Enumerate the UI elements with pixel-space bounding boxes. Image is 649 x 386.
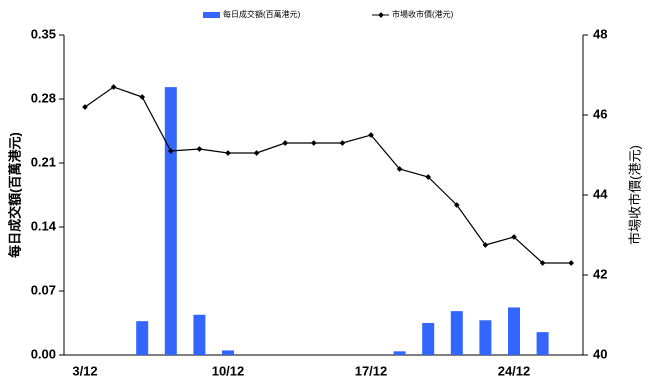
x-tick-label: 17/12 (355, 363, 388, 378)
point (482, 242, 489, 248)
price-line (84, 86, 572, 264)
x-tick-label: 24/12 (498, 363, 531, 378)
y-tick-label: 0.07 (31, 282, 56, 297)
point (225, 150, 231, 156)
y2-tick-label: 40 (593, 346, 607, 361)
bar (450, 311, 463, 355)
y-tick-label: 0.35 (31, 26, 56, 41)
x-tick-label: 3/12 (72, 363, 97, 378)
y2-tick-label: 44 (593, 186, 608, 201)
bar (222, 350, 234, 355)
point (82, 104, 88, 110)
bar (508, 307, 520, 355)
point (110, 84, 117, 90)
point (139, 94, 146, 100)
y-tick-label: 0.28 (31, 90, 56, 105)
point (425, 174, 432, 180)
y2-tick-label: 42 (593, 266, 607, 281)
legend-label: 每日成交額(百萬港元) (223, 9, 301, 19)
point (511, 234, 517, 240)
y-axis-title: 每日成交額(百萬港元) (7, 132, 22, 258)
legend-swatch (378, 12, 384, 18)
y-tick-label: 0.14 (31, 218, 57, 233)
point (339, 140, 346, 146)
y-tick-label: 0.00 (31, 346, 56, 361)
bar (193, 314, 206, 355)
point (396, 166, 403, 172)
bar (422, 323, 435, 355)
y2-tick-label: 46 (593, 106, 607, 121)
y2-axis-title: 市場收市價(港元) (627, 145, 642, 245)
legend-swatch (203, 12, 220, 18)
y2-tick-label: 48 (593, 26, 607, 41)
bar (136, 321, 149, 355)
point (196, 146, 203, 152)
point (368, 132, 374, 138)
point (568, 260, 575, 266)
point (453, 202, 460, 208)
y-tick-label: 0.21 (31, 154, 56, 169)
bar (164, 87, 177, 355)
legend-label: 市場收市價(港元) (392, 9, 454, 19)
point (167, 148, 174, 154)
point (253, 150, 260, 156)
point (310, 140, 317, 146)
point (282, 140, 289, 146)
bar (536, 332, 549, 355)
bar (393, 351, 406, 355)
x-tick-label: 10/12 (212, 363, 245, 378)
point (539, 260, 546, 266)
bar (479, 320, 492, 355)
